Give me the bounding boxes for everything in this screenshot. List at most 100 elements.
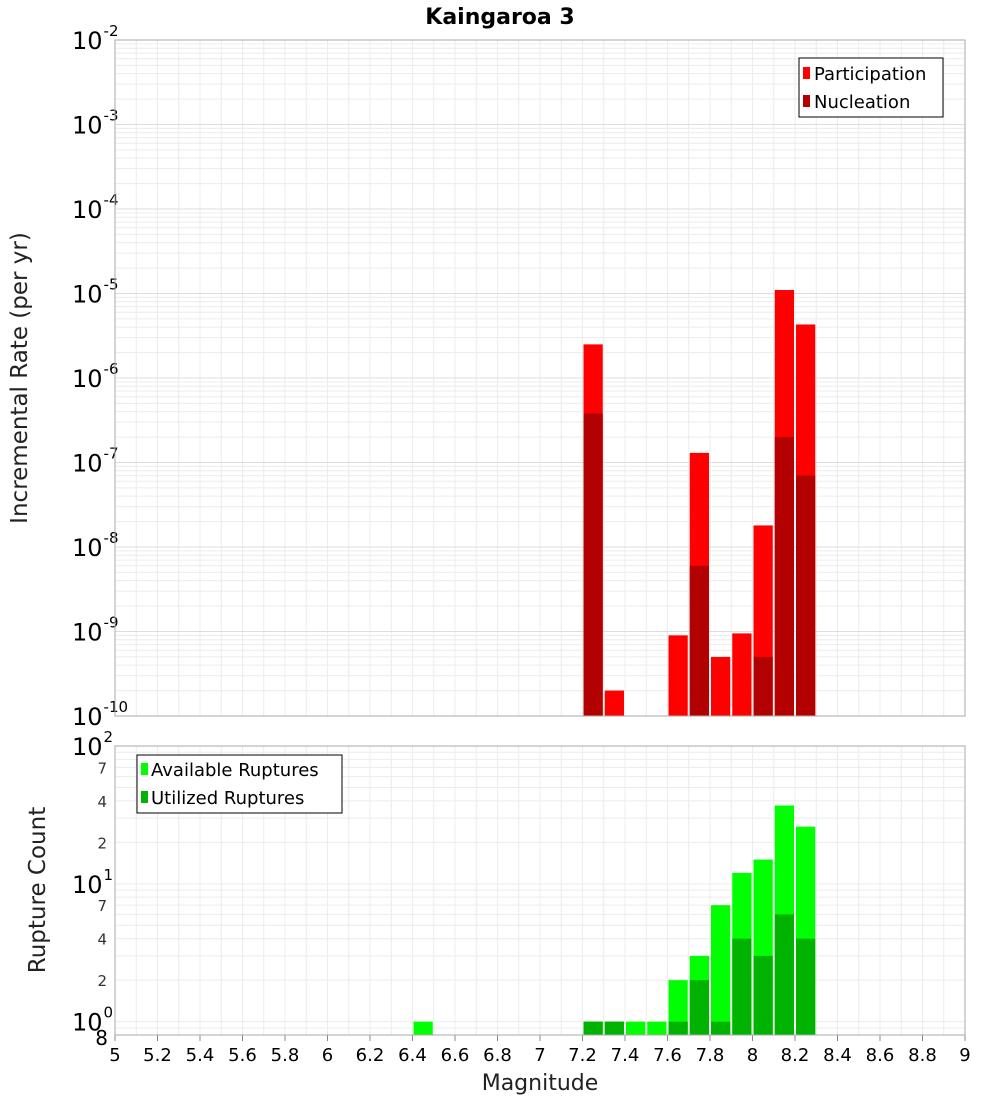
top-y-tick-exponent: -10 [104, 698, 129, 716]
top-bar-participation [711, 656, 731, 716]
legend-label-available: Available Ruptures [151, 760, 319, 781]
x-tick-label: 7.8 [696, 1045, 725, 1066]
top-plot-grid [114, 40, 966, 717]
legend-swatch-available [141, 763, 148, 775]
x-tick-label: 6.6 [441, 1045, 470, 1066]
bottom-y-major-label: 100 [72, 1004, 113, 1037]
top-bar-participation [668, 635, 688, 716]
top-y-tick-base: 10 [72, 365, 103, 393]
x-tick-label: 7.6 [653, 1045, 682, 1066]
x-axis-label: Magnitude [482, 1071, 599, 1096]
bottom-legend: Available Ruptures Utilized Ruptures [136, 754, 343, 814]
top-bar-nucleation [774, 437, 794, 716]
top-bar-participation [604, 690, 624, 716]
top-bar-nucleation [583, 413, 603, 716]
legend-swatch-participation [803, 67, 810, 79]
bottom-bar-utilized-ruptures [689, 980, 709, 1035]
bottom-bar-available-ruptures [711, 905, 731, 1035]
bottom-bar-utilized-ruptures [753, 955, 773, 1035]
x-tick-label: 5 [109, 1045, 120, 1066]
x-tick-label: 5.6 [228, 1045, 257, 1066]
chart-title: Kaingaroa 3 [425, 5, 574, 30]
bottom-y-major-exponent: 1 [104, 866, 114, 884]
x-tick-label: 8 [747, 1045, 758, 1066]
bottom-y-major-label: 101 [72, 866, 113, 899]
x-tick-label: 7 [534, 1045, 545, 1066]
bottom-y-major-exponent: 2 [104, 728, 114, 746]
bottom-bar-available-ruptures [413, 1021, 433, 1035]
top-y-tick-label: 10-4 [72, 191, 119, 224]
top-plot-bars [583, 290, 816, 716]
top-y-tick-label: 10-6 [72, 360, 119, 393]
bottom-bar-utilized-ruptures [711, 1021, 731, 1035]
x-tick-label: 5.2 [143, 1045, 172, 1066]
top-y-tick-base: 10 [72, 196, 103, 224]
bottom-y-minor-label: 7 [97, 759, 107, 777]
top-y-tick-exponent: -6 [104, 360, 119, 378]
top-bar-nucleation [796, 475, 816, 716]
bottom-y-axis-label: Rupture Count [25, 807, 51, 973]
x-tick-label: 6 [322, 1045, 333, 1066]
top-y-tick-base: 10 [72, 281, 103, 309]
top-y-tick-base: 10 [72, 27, 103, 55]
bottom-y-minor-label: 4 [97, 931, 107, 949]
top-y-tick-label: 10-8 [72, 529, 119, 562]
top-y-tick-base: 10 [72, 112, 103, 140]
top-y-tick-label: 10-2 [72, 22, 119, 55]
bottom-bar-utilized-ruptures [604, 1021, 624, 1035]
x-axis: 5 5.2 5.4 5.6 5.8 6 6.2 6.4 6.6 6.8 7 7.2 7.4 7.6 7.8 8… [109, 1035, 971, 1066]
x-tick-label: 6.4 [398, 1045, 427, 1066]
bottom-bar-available-ruptures [647, 1021, 667, 1035]
x-tick-label: 9 [959, 1045, 970, 1066]
top-legend-box [798, 57, 944, 118]
top-y-tick-base: 10 [72, 703, 103, 731]
bottom-bar-utilized-ruptures [583, 1021, 603, 1035]
bottom-y-major-label: 102 [72, 728, 113, 761]
x-tick-label: 6.8 [483, 1045, 512, 1066]
top-y-tick-base: 10 [72, 619, 103, 647]
x-tick-label: 7.4 [611, 1045, 640, 1066]
bottom-y-minor-label: 7 [97, 897, 107, 915]
top-y-tick-exponent: -9 [104, 614, 119, 632]
bottom-y-major-exponent: 0 [104, 1004, 114, 1022]
bottom-bar-utilized-ruptures [796, 938, 816, 1035]
top-bar-nucleation [689, 565, 709, 716]
top-y-tick-exponent: -7 [104, 445, 119, 463]
bottom-plot-bars [413, 805, 816, 1035]
x-tick-label: 6.2 [356, 1045, 385, 1066]
bottom-bar-available-ruptures [668, 980, 688, 1035]
bottom-bar-available-ruptures [626, 1021, 646, 1035]
top-bar-participation [732, 633, 752, 716]
legend-label-nucleation: Nucleation [814, 92, 910, 113]
top-y-tick-label: 10-7 [72, 445, 119, 478]
bottom-y-major-base: 10 [72, 871, 103, 899]
bottom-legend-box [136, 754, 343, 814]
top-y-tick-exponent: -8 [104, 529, 119, 547]
bottom-y-major-base: 10 [72, 733, 103, 761]
bottom-y-minor-label: 2 [97, 972, 107, 990]
legend-label-participation: Participation [814, 64, 926, 85]
legend-swatch-nucleation [803, 95, 810, 107]
top-y-tick-label: 10-10 [72, 698, 128, 731]
top-y-tick-label: 10-3 [72, 107, 119, 140]
top-plot-frame [114, 39, 966, 717]
bottom-bar-utilized-ruptures [668, 1021, 688, 1035]
top-bar-nucleation [753, 656, 773, 716]
x-tick-label: 7.2 [568, 1045, 597, 1066]
top-y-tick-exponent: -5 [104, 276, 119, 294]
top-y-tick-label: 10-5 [72, 276, 119, 309]
top-y-tick-base: 10 [72, 534, 103, 562]
bottom-y-minor-label: 4 [97, 793, 107, 811]
top-y-tick-exponent: -4 [104, 191, 119, 209]
x-tick-label: 8.6 [866, 1045, 895, 1066]
top-y-axis-label: Incremental Rate (per yr) [7, 232, 33, 524]
bottom-plot-frame [114, 745, 966, 1036]
bottom-y-minor-label: 2 [97, 834, 107, 852]
top-legend: Participation Nucleation [798, 57, 944, 118]
x-tick-label: 5.4 [186, 1045, 215, 1066]
x-tick-label: 8.4 [823, 1045, 852, 1066]
top-y-tick-label: 10-9 [72, 614, 119, 647]
bottom-bar-utilized-ruptures [732, 938, 752, 1035]
